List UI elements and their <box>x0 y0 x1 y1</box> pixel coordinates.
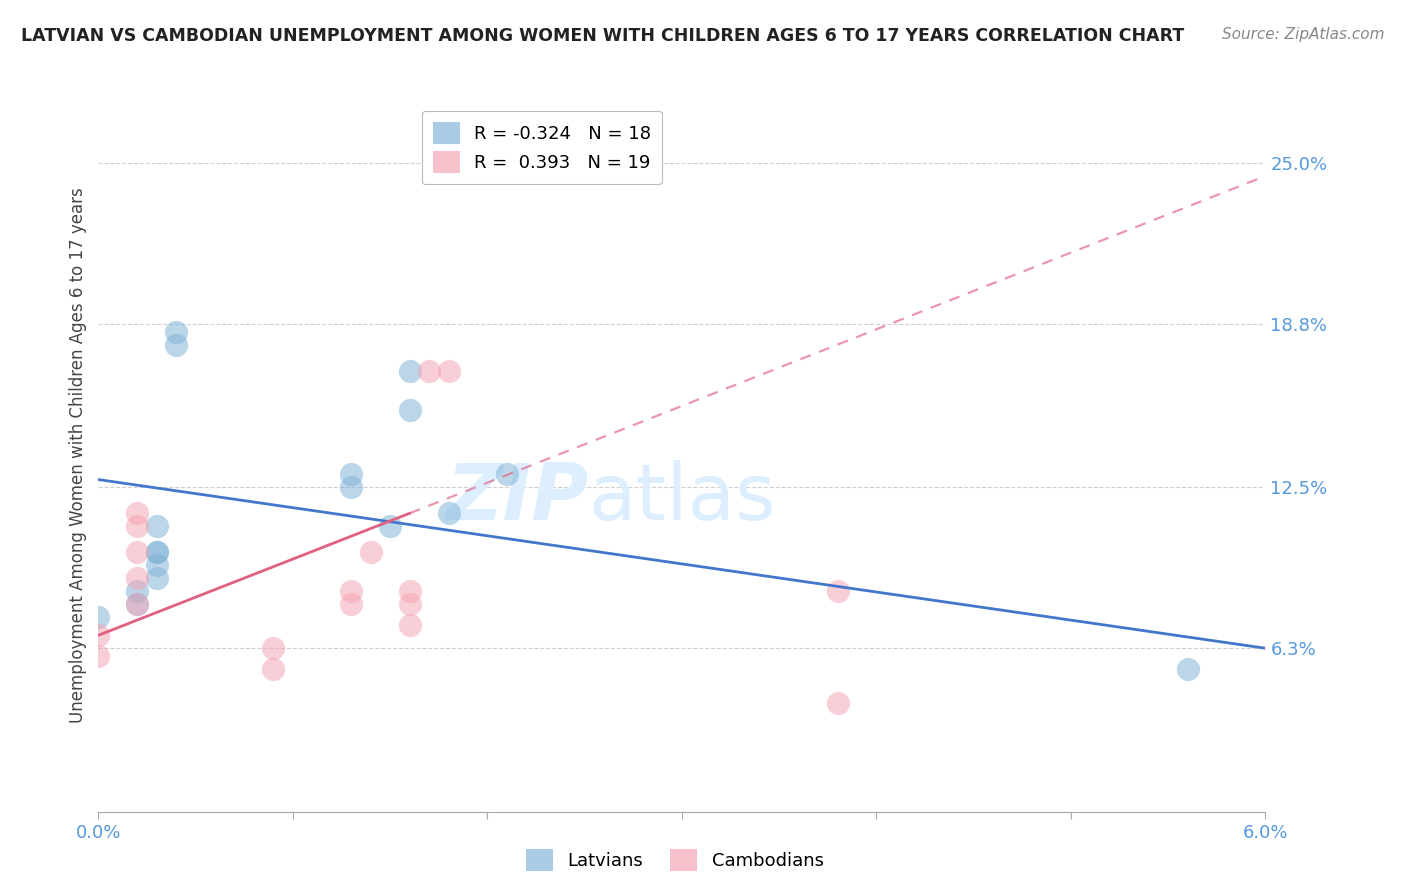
Point <box>827 696 849 710</box>
Point <box>360 545 382 559</box>
Point <box>398 402 420 417</box>
Point <box>378 519 402 533</box>
Point <box>87 648 110 663</box>
Point <box>127 571 149 585</box>
Point <box>340 467 363 482</box>
Legend: Latvians, Cambodians: Latvians, Cambodians <box>519 842 831 879</box>
Point <box>827 584 849 599</box>
Point <box>165 337 187 351</box>
Point <box>146 571 169 585</box>
Point <box>146 519 169 533</box>
Point <box>437 506 460 520</box>
Point <box>146 558 169 573</box>
Point <box>127 545 149 559</box>
Point <box>437 363 460 377</box>
Point <box>1177 662 1199 676</box>
Point <box>127 519 149 533</box>
Point <box>340 480 363 494</box>
Text: atlas: atlas <box>589 459 776 536</box>
Text: ZIP: ZIP <box>446 459 589 536</box>
Point <box>340 584 363 599</box>
Point <box>398 597 420 611</box>
Text: LATVIAN VS CAMBODIAN UNEMPLOYMENT AMONG WOMEN WITH CHILDREN AGES 6 TO 17 YEARS C: LATVIAN VS CAMBODIAN UNEMPLOYMENT AMONG … <box>21 27 1184 45</box>
Point <box>418 363 440 377</box>
Point <box>87 610 110 624</box>
Point <box>146 545 169 559</box>
Point <box>496 467 519 482</box>
Point <box>146 545 169 559</box>
Point <box>262 641 284 656</box>
Point <box>262 662 284 676</box>
Point <box>165 325 187 339</box>
Point <box>127 597 149 611</box>
Point <box>340 597 363 611</box>
Point <box>127 584 149 599</box>
Point <box>398 363 420 377</box>
Point <box>398 618 420 632</box>
Y-axis label: Unemployment Among Women with Children Ages 6 to 17 years: Unemployment Among Women with Children A… <box>69 187 87 723</box>
Point <box>398 584 420 599</box>
Point <box>87 628 110 642</box>
Legend: R = -0.324   N = 18, R =  0.393   N = 19: R = -0.324 N = 18, R = 0.393 N = 19 <box>422 111 662 184</box>
Text: Source: ZipAtlas.com: Source: ZipAtlas.com <box>1222 27 1385 42</box>
Point <box>127 506 149 520</box>
Point <box>127 597 149 611</box>
